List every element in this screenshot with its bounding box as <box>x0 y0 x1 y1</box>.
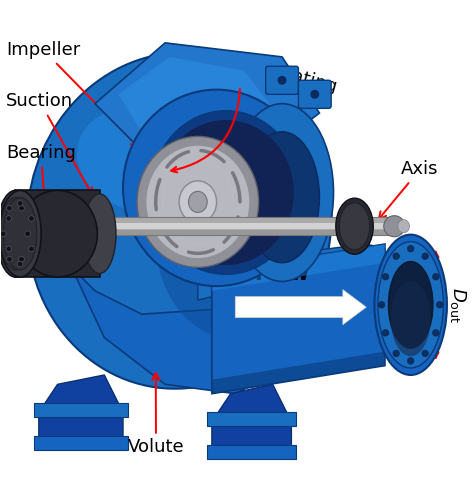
Circle shape <box>383 329 389 336</box>
Ellipse shape <box>123 90 310 286</box>
Bar <box>39 217 394 235</box>
Ellipse shape <box>77 107 206 212</box>
Circle shape <box>17 201 23 206</box>
Ellipse shape <box>374 235 447 375</box>
Ellipse shape <box>230 103 334 282</box>
Ellipse shape <box>18 190 97 277</box>
Circle shape <box>6 216 11 222</box>
Polygon shape <box>118 57 273 137</box>
Circle shape <box>18 256 24 262</box>
Text: Volute: Volute <box>128 373 184 456</box>
Text: Suction: Suction <box>6 92 92 195</box>
Circle shape <box>422 253 428 260</box>
Circle shape <box>0 231 6 237</box>
Circle shape <box>28 216 34 222</box>
Ellipse shape <box>384 216 405 237</box>
Ellipse shape <box>336 198 373 254</box>
Text: Rotating: Rotating <box>261 60 339 97</box>
Bar <box>39 223 394 228</box>
Polygon shape <box>72 267 273 394</box>
Circle shape <box>311 91 319 98</box>
Polygon shape <box>95 43 319 160</box>
Circle shape <box>25 231 30 237</box>
Ellipse shape <box>389 262 433 348</box>
Ellipse shape <box>179 181 217 223</box>
Polygon shape <box>198 244 385 300</box>
Text: Bearing: Bearing <box>6 144 76 246</box>
Ellipse shape <box>391 282 430 356</box>
Ellipse shape <box>0 198 31 270</box>
Text: Axis: Axis <box>379 160 439 219</box>
Polygon shape <box>212 351 385 394</box>
Circle shape <box>407 358 414 364</box>
Bar <box>34 436 128 450</box>
Circle shape <box>422 350 428 357</box>
Circle shape <box>437 302 443 308</box>
Circle shape <box>407 245 414 252</box>
Polygon shape <box>212 244 385 291</box>
Circle shape <box>6 246 11 252</box>
Circle shape <box>17 261 23 267</box>
Ellipse shape <box>146 146 249 258</box>
Bar <box>16 197 100 270</box>
Ellipse shape <box>339 203 370 250</box>
Ellipse shape <box>189 191 207 212</box>
Ellipse shape <box>83 194 116 273</box>
Circle shape <box>378 302 385 308</box>
Circle shape <box>432 273 439 280</box>
Bar <box>34 403 128 417</box>
Ellipse shape <box>378 242 443 368</box>
Circle shape <box>393 350 400 357</box>
Bar <box>207 412 296 427</box>
Text: $D_\mathrm{out}$: $D_\mathrm{out}$ <box>448 287 468 323</box>
Bar <box>39 230 394 235</box>
Ellipse shape <box>3 198 37 270</box>
Polygon shape <box>39 375 123 441</box>
Circle shape <box>18 205 24 211</box>
Ellipse shape <box>0 190 41 277</box>
Polygon shape <box>212 244 385 394</box>
FancyBboxPatch shape <box>299 81 331 108</box>
Polygon shape <box>212 385 292 450</box>
Ellipse shape <box>27 53 331 389</box>
Circle shape <box>432 329 439 336</box>
Circle shape <box>393 253 400 260</box>
Text: Impeller: Impeller <box>6 41 138 147</box>
Ellipse shape <box>158 120 294 265</box>
Bar <box>207 445 296 459</box>
Circle shape <box>383 273 389 280</box>
Ellipse shape <box>398 220 410 233</box>
Bar <box>16 190 100 277</box>
Circle shape <box>278 77 286 84</box>
FancyArrow shape <box>235 289 366 325</box>
Text: Flow: Flow <box>255 264 310 284</box>
Circle shape <box>28 246 34 252</box>
Ellipse shape <box>151 111 301 274</box>
Circle shape <box>7 205 12 211</box>
FancyBboxPatch shape <box>265 66 299 94</box>
Ellipse shape <box>245 132 319 263</box>
Ellipse shape <box>137 137 259 267</box>
Ellipse shape <box>0 190 34 277</box>
Ellipse shape <box>155 151 296 337</box>
Circle shape <box>7 256 12 262</box>
